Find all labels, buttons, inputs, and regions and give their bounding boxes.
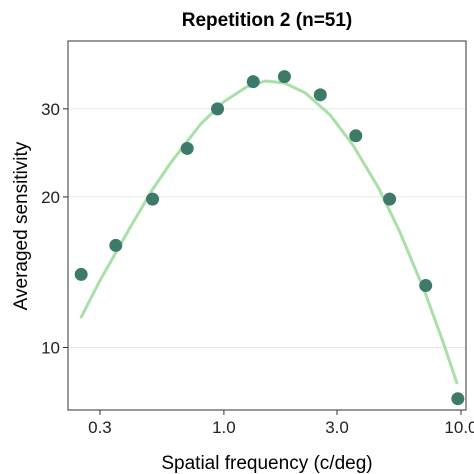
data-point (349, 129, 363, 143)
data-point (74, 267, 88, 281)
data-points-layer (74, 70, 465, 406)
y-axis-title: Averaged sensitivity (11, 141, 32, 310)
x-tick-label: 0.3 (88, 418, 112, 437)
y-tick-label: 30 (41, 100, 60, 119)
x-tick-label: 1.0 (212, 418, 236, 437)
chart-title: Repetition 2 (n=51) (182, 10, 353, 31)
data-point (277, 70, 291, 84)
y-axis-ticks: 10 20 30 (41, 100, 68, 358)
data-point (383, 192, 397, 206)
x-axis-ticks: 0.3 1.0 3.0 10.0 (88, 410, 474, 437)
fit-curve-layer (79, 79, 459, 385)
data-point (109, 238, 123, 252)
data-point (313, 88, 327, 102)
grid-lines (68, 108, 466, 349)
plot-frame (67, 40, 467, 411)
data-point (451, 392, 465, 406)
data-point (246, 75, 260, 89)
data-point (211, 102, 225, 116)
fit-curve (79, 79, 459, 385)
data-point (146, 192, 160, 206)
data-point (180, 141, 194, 155)
y-tick-label: 10 (41, 339, 60, 358)
x-tick-label: 10.0 (444, 418, 474, 437)
x-tick-label: 3.0 (325, 418, 349, 437)
data-point (419, 279, 433, 293)
y-tick-label: 20 (41, 188, 60, 207)
x-axis-title: Spatial frequency (c/deg) (161, 453, 372, 474)
